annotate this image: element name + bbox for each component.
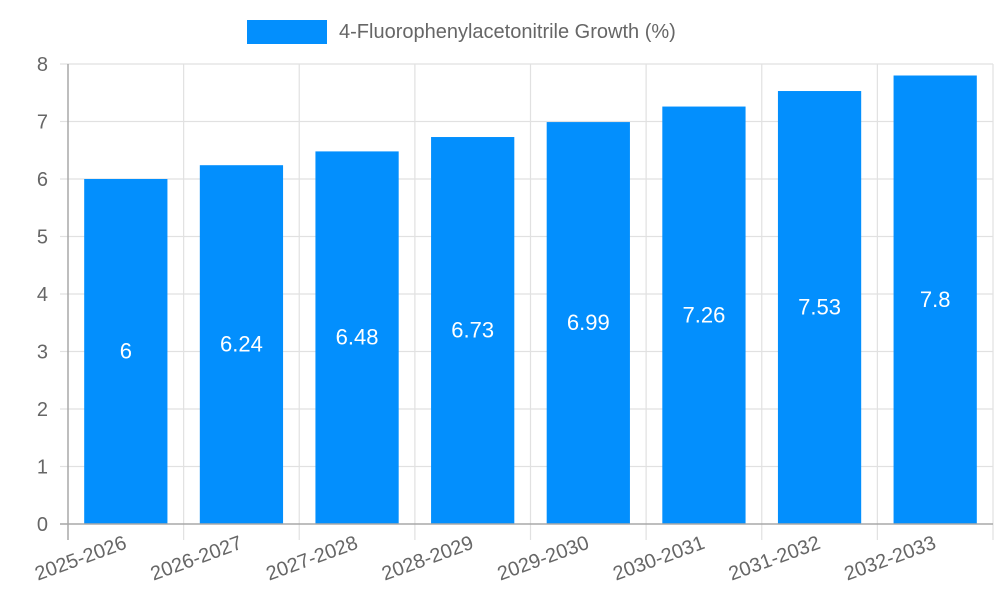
bar-value-label: 6.48	[336, 325, 379, 350]
x-tick-label: 2026-2027	[148, 532, 245, 585]
legend-label: 4-Fluorophenylacetonitrile Growth (%)	[339, 20, 676, 43]
x-tick-label: 2029-2030	[495, 532, 592, 585]
bar-value-label: 6.99	[567, 310, 610, 335]
bar-value-label: 7.53	[798, 295, 841, 320]
data-labels: 6 6.24 6.48 6.73 6.99 7.26 7.53 7.8	[120, 287, 951, 364]
y-tick-label: 5	[37, 227, 48, 249]
y-tick-label: 7	[37, 112, 48, 134]
bar-value-label: 7.26	[683, 302, 726, 327]
y-tick-label: 1	[37, 457, 48, 479]
x-tick-label: 2030-2031	[610, 532, 707, 585]
bar[interactable]	[84, 179, 168, 524]
y-tick-label: 8	[37, 54, 48, 76]
bar[interactable]	[431, 137, 515, 524]
x-tick-label: 2027-2028	[263, 532, 360, 585]
y-tick-label: 2	[37, 399, 48, 421]
bars	[84, 75, 977, 525]
x-tick-label: 2031-2032	[726, 532, 823, 585]
axes	[60, 64, 993, 540]
chart-legend[interactable]: 4-Fluorophenylacetonitrile Growth (%)	[247, 19, 676, 45]
bar-value-label: 7.8	[920, 287, 951, 312]
bar-value-label: 6.24	[220, 332, 263, 357]
x-tick-label: 2028-2029	[379, 532, 476, 585]
y-tick-label: 6	[37, 169, 48, 191]
bar-value-label: 6.73	[451, 318, 494, 343]
x-tick-label: 2032-2033	[841, 532, 938, 585]
y-axis-ticks: 0 1 2 3 4 5 6 7 8	[37, 54, 48, 536]
legend-swatch	[247, 20, 327, 44]
bar[interactable]	[315, 151, 399, 524]
bar[interactable]	[546, 122, 630, 524]
bar[interactable]	[662, 106, 746, 525]
y-tick-label: 0	[37, 514, 48, 536]
bar-value-label: 6	[120, 339, 132, 364]
x-tick-label: 2025-2026	[32, 532, 129, 585]
y-tick-label: 4	[37, 284, 48, 306]
bar[interactable]	[777, 91, 862, 525]
x-axis-ticks: 2025-2026 2026-2027 2027-2028 2028-2029 2029…	[32, 532, 939, 585]
y-tick-label: 3	[37, 342, 48, 364]
bar[interactable]	[199, 165, 284, 524]
bar[interactable]	[893, 75, 977, 525]
